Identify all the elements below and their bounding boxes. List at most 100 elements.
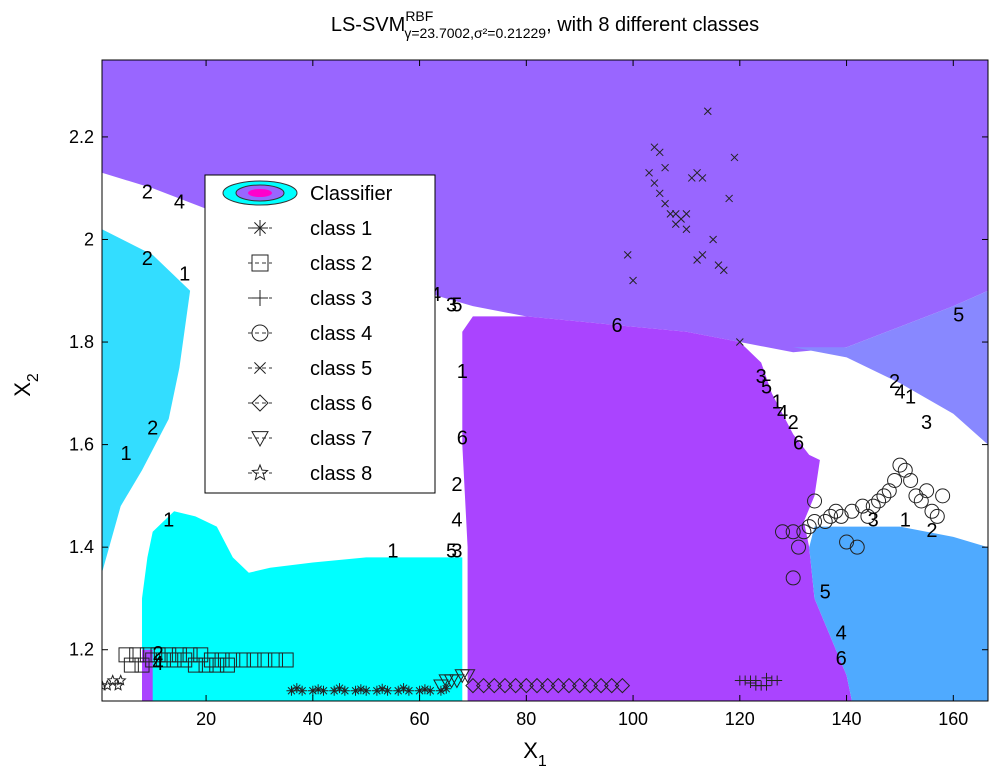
marker-asterisk [339, 685, 350, 696]
marker-x [629, 276, 637, 285]
marker-circle [908, 488, 924, 504]
marker-star [251, 463, 269, 481]
marker-circle [807, 493, 823, 509]
plot-frame [101, 59, 989, 702]
marker-diamond [486, 677, 503, 694]
marker-asterisk [377, 683, 388, 694]
marker-diamond [614, 677, 631, 694]
y-tick-label: 1.6 [69, 435, 94, 455]
marker-square [161, 647, 177, 663]
contour-label: 2 [451, 474, 462, 496]
legend-label: class 1 [310, 218, 372, 240]
marker-square [166, 652, 182, 668]
y-tick-label: 2.2 [69, 127, 94, 147]
y-tick-label: 1.8 [69, 332, 94, 352]
series-class-2 [118, 647, 294, 673]
contour-label: 6 [836, 648, 847, 670]
region-class-5 [102, 60, 988, 353]
marker-circle [876, 488, 892, 504]
contour-label: 4 [430, 284, 441, 306]
marker-circle [903, 472, 919, 488]
marker-x [650, 179, 659, 187]
x-tick-label: 40 [303, 709, 323, 729]
contour-label: 1 [457, 361, 468, 383]
legend-label: class 5 [310, 358, 372, 380]
region-class-6 [462, 316, 852, 701]
marker-circle [849, 539, 865, 555]
marker-square [155, 652, 171, 668]
y-tick-label: 2 [84, 229, 94, 249]
decision-regions [102, 60, 988, 701]
marker-circle [823, 508, 839, 524]
marker-x [661, 199, 669, 208]
marker-square [182, 647, 198, 663]
contour-label: 1 [772, 392, 783, 414]
axis-ticks: 20 40 60 80 100 120 140 160 1.2 1.4 1.6 1.8 2 2.2 [69, 60, 988, 729]
marker-circle [924, 503, 940, 519]
legend-swatch-contour-core [248, 189, 272, 197]
contour-label: 3 [451, 540, 462, 562]
contour-label: 1 [179, 264, 190, 286]
marker-square [214, 652, 230, 668]
marker-triangle [433, 679, 449, 694]
contour-label: 3 [868, 510, 879, 532]
marker-x [719, 266, 728, 275]
marker-square [134, 657, 150, 673]
legend-label: class 7 [310, 428, 372, 450]
marker-diamond [518, 677, 535, 694]
marker-asterisk [252, 220, 268, 236]
marker-asterisk [307, 685, 318, 696]
region-class-2 [102, 229, 191, 573]
marker-square [171, 647, 187, 663]
marker-square [278, 652, 294, 668]
marker-triangle [449, 674, 465, 689]
marker-asterisk [441, 683, 452, 694]
x-tick-label: 80 [516, 709, 536, 729]
marker-square [257, 652, 273, 668]
marker-asterisk [313, 684, 324, 695]
marker-asterisk [403, 685, 414, 696]
marker-x [735, 338, 744, 346]
legend-label: class 6 [310, 393, 372, 415]
marker-square [118, 647, 134, 663]
marker-diamond [497, 677, 513, 694]
marker-asterisk [286, 685, 297, 696]
marker-square [139, 647, 155, 663]
marker-square [193, 647, 209, 663]
marker-diamond [251, 394, 269, 412]
contour-label: 6 [457, 428, 468, 450]
marker-asterisk [355, 684, 366, 695]
marker-asterisk [425, 685, 436, 696]
contour-label: 6 [611, 315, 622, 337]
marker-circle [801, 519, 817, 535]
marker-asterisk [318, 685, 329, 696]
contour-label: 1 [163, 510, 174, 532]
data-points [102, 107, 951, 696]
marker-asterisk [382, 685, 393, 696]
marker-circle [839, 534, 855, 550]
contour-label: 1 [387, 540, 398, 562]
contour-label: 1 [905, 387, 916, 409]
marker-diamond [593, 677, 609, 694]
marker-triangle [459, 669, 476, 684]
marker-asterisk [329, 685, 340, 696]
marker-diamond [550, 677, 567, 694]
marker-square [246, 652, 262, 668]
marker-circle [887, 472, 903, 488]
legend-label: class 2 [310, 253, 372, 275]
marker-square [150, 647, 166, 663]
marker-x [645, 168, 653, 177]
legend-label: Classifier [310, 183, 393, 205]
contour-label: 2 [142, 248, 153, 270]
marker-x [725, 194, 733, 203]
marker-asterisk [334, 683, 345, 694]
legend-box [204, 174, 436, 494]
contour-label: 2 [152, 643, 163, 665]
marker-asterisk [371, 685, 382, 696]
marker-square [267, 652, 283, 668]
marker-circle [817, 514, 833, 530]
x-tick-label: 20 [196, 709, 216, 729]
marker-star [114, 674, 127, 686]
x-tick-label: 100 [618, 709, 648, 729]
